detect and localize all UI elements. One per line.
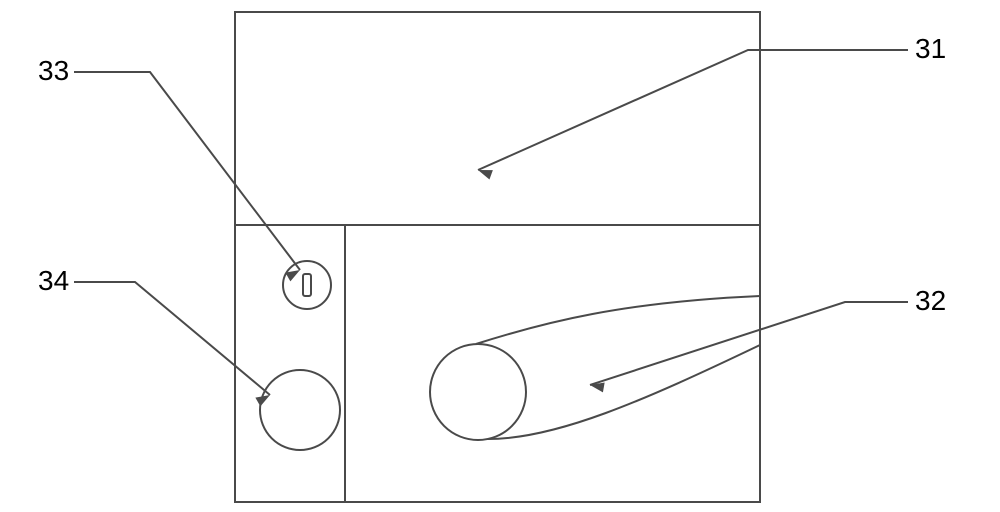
leader-l32 [590,302,908,385]
label-33: 33 [38,55,69,86]
leader-l31 [478,50,908,170]
label-34: 34 [38,265,69,296]
label-32: 32 [915,285,946,316]
lock-button [283,261,331,309]
lock-slot [303,274,311,296]
labels-group: 31 32 33 34 [38,33,946,316]
arrowhead [255,395,270,406]
handle-bottom-curve [486,345,760,439]
label-31: 31 [915,33,946,64]
leader-l34 [74,282,270,395]
handle-top-curve [476,296,760,344]
knob [260,370,340,450]
diagram-shapes [235,12,760,502]
handle-roller [430,344,526,440]
leader-l33 [74,72,300,270]
technical-diagram: 31 32 33 34 [0,0,1000,512]
arrowhead [478,170,493,179]
